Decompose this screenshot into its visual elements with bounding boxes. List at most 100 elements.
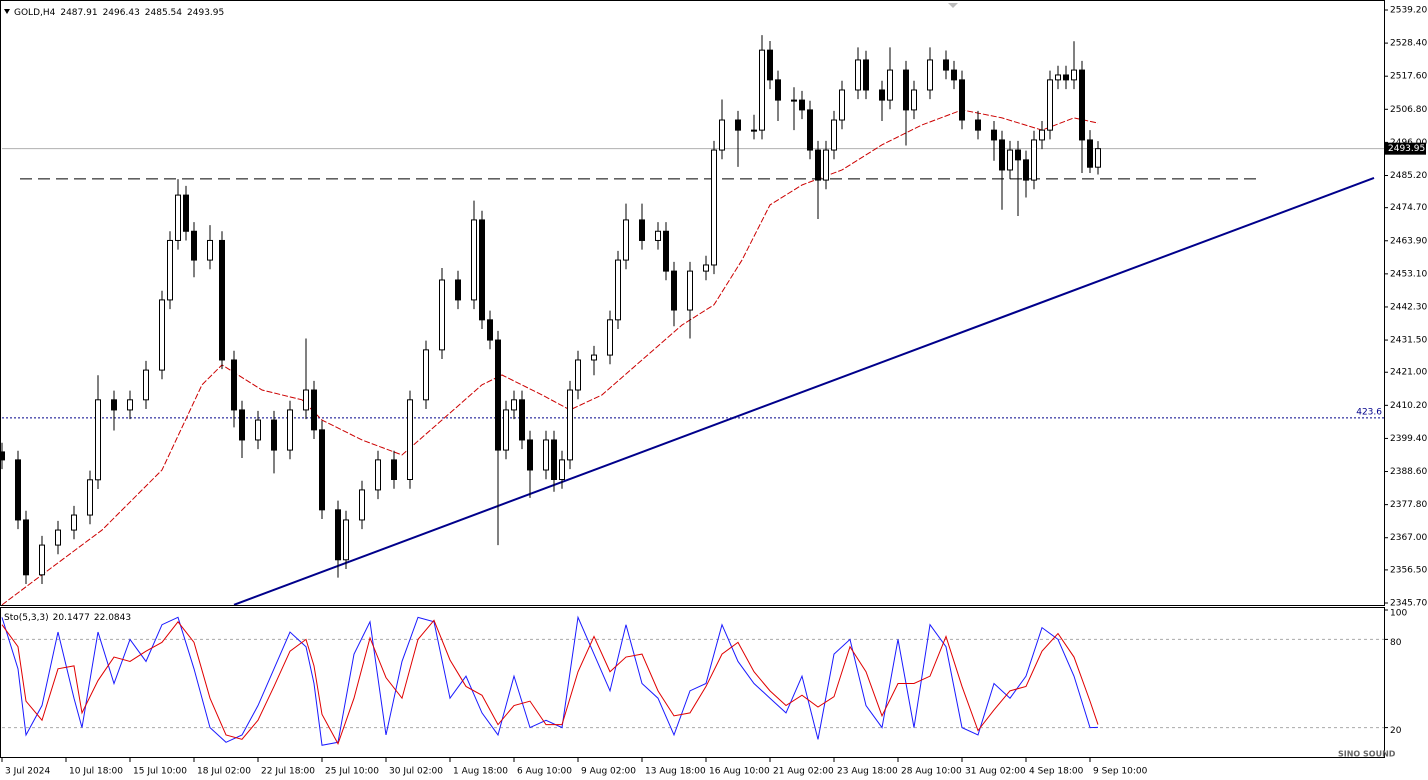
y-tick-label: 2345.70: [1390, 599, 1427, 609]
y-tick-label: 2410.20: [1390, 401, 1427, 411]
candle-body: [623, 219, 629, 261]
candle-body: [831, 119, 837, 151]
candle-body: [231, 359, 237, 411]
candle-body: [1095, 148, 1101, 168]
candle-body: [503, 409, 509, 451]
current-price-box: [1385, 142, 1426, 155]
candle-body: [423, 349, 429, 401]
x-tick-label: 18 Jul 02:00: [197, 767, 251, 777]
candle-body: [239, 409, 245, 441]
x-tick-label: 16 Aug 10:00: [709, 767, 770, 777]
candle-body: [167, 239, 173, 301]
x-tick-label: 1 Aug 18:00: [453, 767, 508, 777]
candle-body: [111, 399, 117, 411]
candle-body: [439, 279, 445, 351]
chart-header: GOLD,H4 2487.91 2496.43 2485.54 2493.95: [14, 8, 224, 18]
candle-body: [471, 219, 477, 301]
candle-body: [23, 519, 29, 576]
candle-body: [567, 389, 573, 461]
candle-body: [823, 149, 829, 181]
y-tick-label: 2377.80: [1390, 500, 1427, 510]
candle-body: [519, 399, 525, 441]
candle-body: [55, 529, 61, 546]
candle-body: [39, 544, 45, 576]
candle-body: [495, 339, 501, 451]
candle-body: [95, 399, 101, 481]
x-tick-label: 28 Aug 10:00: [901, 767, 962, 777]
candle-body: [219, 239, 225, 361]
symbol-menu-arrow[interactable]: [4, 9, 10, 14]
candle-body: [359, 489, 365, 521]
y-tick-label: 2421.00: [1390, 368, 1427, 378]
candle-body: [551, 439, 557, 480]
indicator-value: Sto(5,3,3): [4, 613, 49, 623]
x-tick-label: 13 Aug 18:00: [645, 767, 706, 777]
candle-body: [671, 270, 677, 311]
x-tick-label: 10 Jul 18:00: [69, 767, 123, 777]
candle-body: [751, 129, 757, 132]
candle-body: [863, 59, 869, 91]
y-tick-label: 2356.50: [1390, 565, 1427, 575]
y-tick-label: 2442.30: [1390, 302, 1427, 312]
candle-body: [943, 59, 949, 71]
header-value: 2493.95: [187, 8, 224, 18]
candle-body: [815, 149, 821, 181]
candle-body: [999, 139, 1005, 171]
candle-body: [343, 519, 349, 561]
candle-body: [487, 319, 493, 341]
y-tick-label: 2367.00: [1390, 533, 1427, 543]
candle-body: [799, 99, 805, 111]
candle-body: [271, 419, 277, 451]
header-value: 2485.54: [145, 8, 182, 18]
candle-body: [1023, 159, 1029, 181]
stochastic-plot: [1, 615, 1384, 746]
candle-body: [191, 230, 197, 261]
oscillator-panel: [0, 607, 1385, 758]
candle-body: [687, 270, 693, 311]
stochastic-line: [1, 619, 1099, 745]
candle-body: [719, 119, 725, 151]
candle-body: [1039, 129, 1045, 141]
x-tick-label: 23 Aug 18:00: [837, 767, 898, 777]
candle-body: [655, 230, 661, 241]
candle-body: [455, 279, 461, 301]
indicator-value: 22.0843: [94, 613, 131, 623]
candle-body: [735, 119, 741, 131]
candle-body: [927, 59, 933, 91]
y-tick-label: 2506.80: [1390, 105, 1427, 115]
candle-body: [791, 99, 797, 102]
candle-body: [903, 69, 909, 111]
y-tick-label: 2463.90: [1390, 236, 1427, 246]
candle-body: [759, 49, 765, 131]
moving-average: [1, 109, 1099, 605]
candle-body: [127, 399, 133, 411]
y-tick-label: 2539.20: [1390, 6, 1427, 16]
x-tick-label: 25 Jul 10:00: [325, 767, 379, 777]
candle-body: [159, 299, 165, 371]
stochastic-line: [1, 615, 1099, 746]
candle-body: [375, 459, 381, 491]
candle-body: [311, 389, 317, 431]
y-tick-label: 2388.60: [1390, 467, 1427, 477]
candle-body: [887, 69, 893, 101]
shift-marker: [948, 3, 958, 8]
candle-body: [407, 399, 413, 480]
candle-body: [807, 109, 813, 151]
y-tick-label: 2431.50: [1390, 336, 1427, 346]
candle-body: [391, 459, 397, 480]
candle-body: [663, 230, 669, 272]
axes: 3 Jul 2024 10 Jul 18:00 15 Jul 10:00 18 Jul…: [1, 6, 1427, 777]
y-tick-label: 2517.60: [1390, 72, 1427, 82]
candle-body: [287, 409, 293, 451]
x-tick-label: 9 Aug 02:00: [581, 767, 636, 777]
candle-body: [143, 369, 149, 401]
candle-body: [575, 359, 581, 391]
candle-body: [767, 49, 773, 81]
watermark: SINO SOUND: [1338, 750, 1396, 759]
x-tick-label: 4 Sep 18:00: [1029, 767, 1084, 777]
candle-body: [591, 354, 597, 361]
candle-body: [71, 514, 77, 531]
candle-body: [559, 459, 565, 480]
candle-body: [951, 69, 957, 81]
